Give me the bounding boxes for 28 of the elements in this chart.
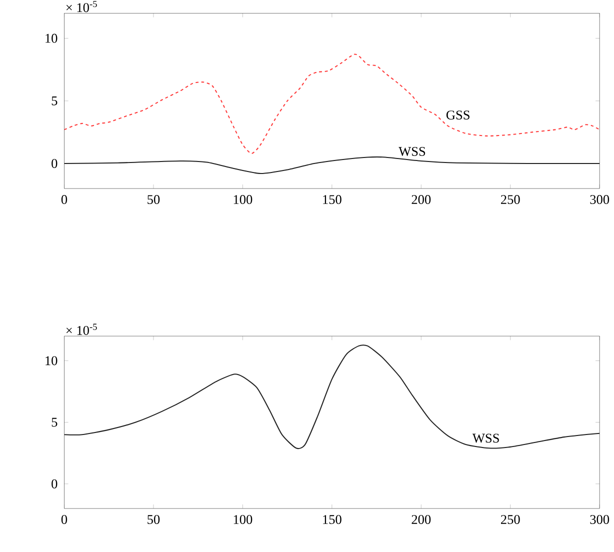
- line-series: [64, 345, 600, 450]
- x-tick-label: 200: [412, 195, 431, 204]
- line-series: [64, 54, 600, 154]
- series-label: GSS: [446, 110, 470, 120]
- x-tick-label: 300: [590, 195, 610, 204]
- x-tick-label: 0: [61, 515, 68, 524]
- x-tick-label: 150: [323, 515, 342, 524]
- y-tick-label: 5: [52, 418, 58, 427]
- x-tick-label: 100: [234, 515, 252, 524]
- series-label: WSS: [472, 434, 499, 443]
- series-label: WSS: [398, 147, 426, 156]
- line-series: [64, 156, 600, 174]
- x-tick-label: 250: [500, 195, 520, 204]
- y-tick-label: 10: [46, 34, 58, 43]
- y-tick-label: 5: [52, 96, 58, 106]
- text: × 10$^{-5}$: [66, 324, 97, 336]
- x-tick-label: 0: [61, 195, 68, 204]
- x-tick-label: 250: [500, 515, 520, 524]
- x-tick-label: 150: [323, 195, 342, 204]
- text: × 10$^{-5}$: [66, 1, 97, 12]
- y-tick-label: 0: [52, 480, 58, 489]
- x-tick-label: 50: [148, 195, 160, 204]
- y-tick-label: 10: [46, 356, 58, 366]
- x-tick-label: 50: [148, 515, 160, 524]
- y-tick-label: 0: [52, 159, 58, 168]
- x-tick-label: 300: [590, 515, 610, 524]
- x-tick-label: 200: [412, 515, 431, 524]
- x-tick-label: 100: [234, 195, 252, 204]
